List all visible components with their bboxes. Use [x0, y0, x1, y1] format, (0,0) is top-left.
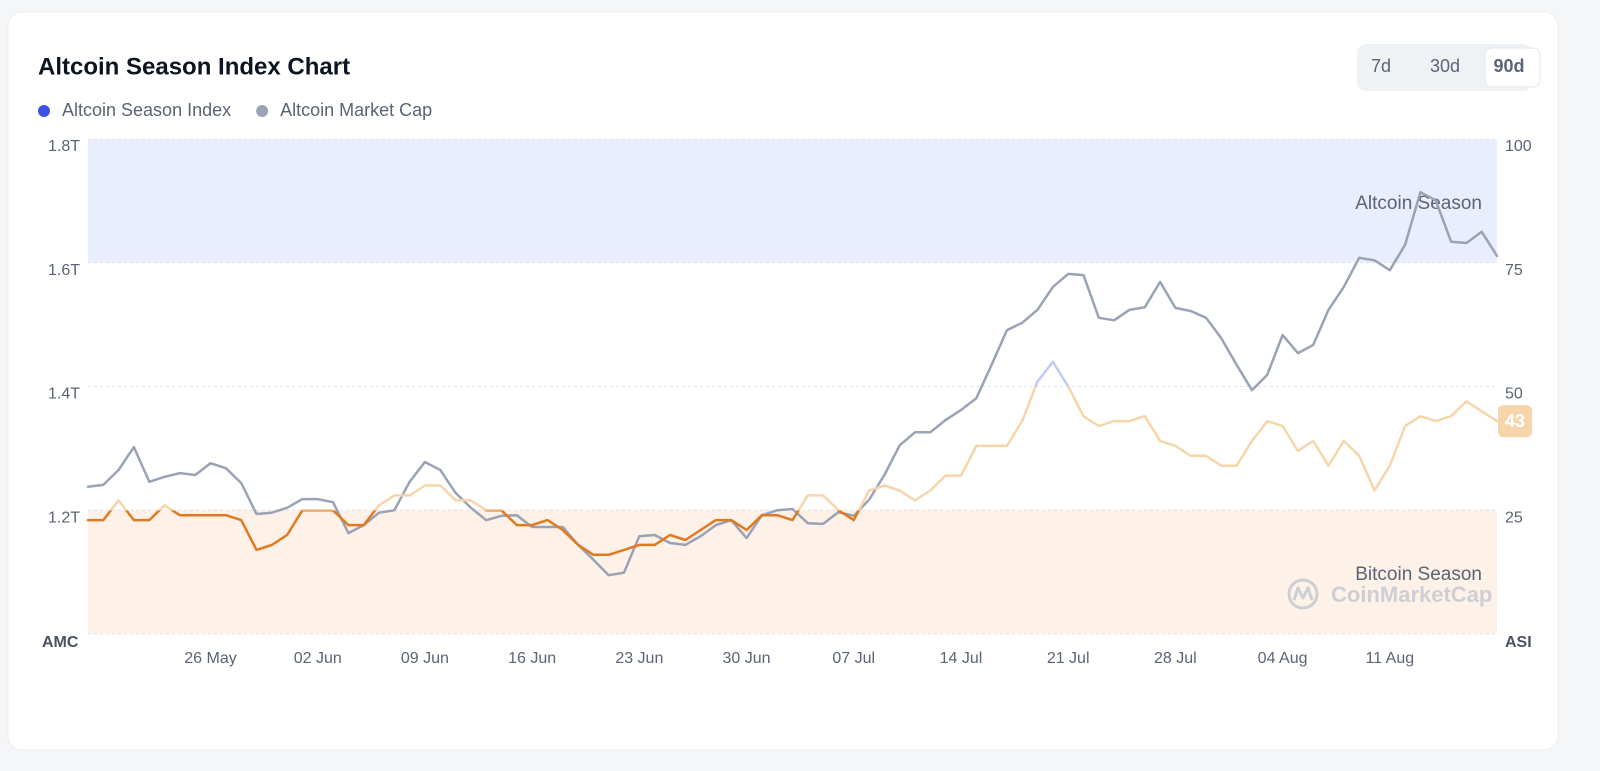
value-badge	[1498, 405, 1532, 438]
legend-label: Altcoin Market Cap	[280, 100, 432, 120]
series-line	[86, 360, 1499, 557]
x-tick-label: 09 Jun	[401, 650, 449, 667]
legend-marker	[38, 105, 50, 117]
x-tick-label: 04 Aug	[1258, 650, 1308, 667]
range-button-bg[interactable]	[1484, 47, 1541, 88]
x-tick-label: 07 Jul	[832, 650, 875, 667]
x-tick-label: 14 Jul	[940, 650, 983, 667]
watermark: CoinMarketCap	[1287, 578, 1492, 610]
x-tick-label: 30 Jun	[723, 650, 771, 667]
y2-tick-label: 25	[1505, 509, 1523, 526]
y-tick-label: 1.6T	[48, 262, 80, 279]
legend-label: Altcoin Season Index	[62, 100, 231, 120]
legend-marker	[256, 105, 269, 117]
watermark-logo	[1287, 578, 1319, 610]
range-button[interactable]: 90d	[1493, 56, 1524, 76]
band-label: Bitcoin Season	[1355, 564, 1482, 585]
watermark-text: CoinMarketCap	[1331, 582, 1492, 607]
y-axis-label: AMC	[42, 634, 79, 651]
y2-tick-label: 75	[1505, 262, 1523, 279]
chart-title: Altcoin Season Index Chart	[38, 53, 350, 80]
x-tick-label: 16 Jun	[508, 650, 556, 667]
y2-tick-label: 100	[1505, 138, 1532, 155]
range-button[interactable]: 7d	[1371, 56, 1391, 76]
card	[7, 11, 1559, 751]
season-band	[88, 510, 1497, 634]
y-tick-label: 1.4T	[48, 386, 80, 403]
x-tick-label: 21 Jul	[1047, 650, 1090, 667]
value-badge-label: 43	[1505, 411, 1525, 431]
x-tick-label: 23 Jun	[615, 650, 663, 667]
x-tick-label: 11 Aug	[1365, 650, 1414, 667]
y-tick-label: 1.2T	[48, 509, 80, 526]
series-line	[86, 190, 1499, 577]
range-button[interactable]: 30d	[1430, 56, 1460, 76]
watermark-logo-mark	[1292, 586, 1314, 601]
x-tick-label: 26 May	[184, 650, 236, 667]
x-tick-label: 28 Jul	[1154, 650, 1197, 667]
band-label: Altcoin Season	[1355, 193, 1482, 214]
y2-tick-label: 50	[1505, 386, 1523, 403]
x-tick-label: 02 Jun	[294, 650, 342, 667]
y-tick-label: 1.8T	[48, 138, 80, 155]
y2-axis-label: ASI	[1505, 634, 1532, 651]
season-band	[88, 139, 1497, 263]
